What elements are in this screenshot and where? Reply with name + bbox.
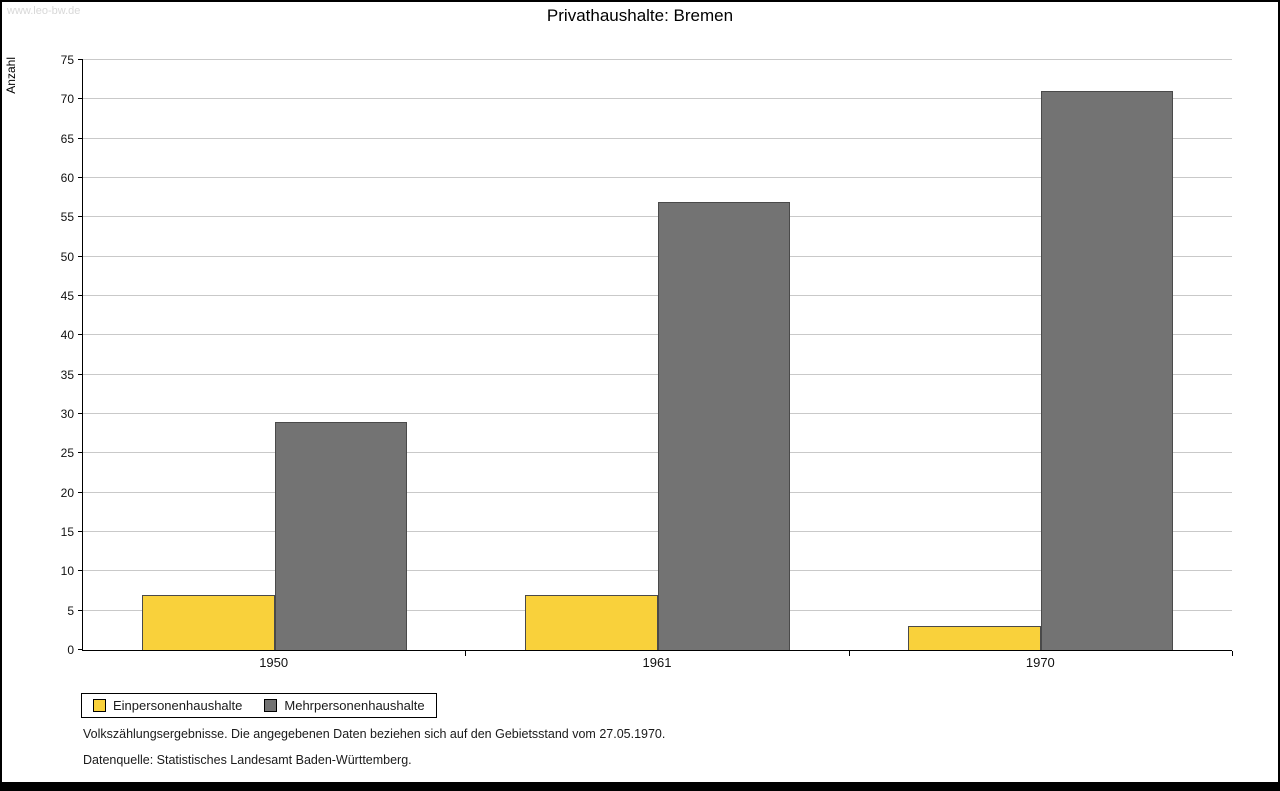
gridline	[83, 177, 1232, 178]
watermark: www.leo-bw.de	[7, 5, 81, 17]
bar-mehrpersonenhaushalte	[657, 201, 791, 650]
x-tick-label: 1950	[259, 655, 289, 670]
gridline	[83, 98, 1232, 100]
legend-item: Mehrpersonenhaushalte	[264, 698, 425, 713]
x-tick-mark	[848, 651, 850, 656]
legend-swatch	[264, 699, 278, 712]
bar-mehrpersonenhaushalte	[1040, 91, 1174, 650]
y-tick-mark	[78, 98, 83, 100]
legend-swatch	[93, 699, 106, 712]
y-tick-label: 40	[60, 328, 74, 343]
y-tick-mark	[78, 609, 83, 611]
x-tick-label: 1961	[642, 655, 672, 670]
y-tick-mark	[78, 531, 83, 532]
bar-group	[466, 60, 849, 650]
y-tick-mark	[78, 177, 83, 178]
y-tick-mark	[78, 649, 83, 650]
footnotes: Volkszählungsergebnisse. Die angegebenen…	[83, 727, 665, 779]
y-tick-mark	[78, 570, 83, 572]
y-tick-mark	[78, 137, 83, 139]
y-tick-label: 60	[60, 171, 74, 185]
bar-einpersonenhaushalte	[141, 594, 275, 650]
gridline	[83, 59, 1232, 60]
y-tick-mark	[78, 452, 83, 454]
y-tick-label: 70	[60, 92, 74, 107]
x-tick-mark	[465, 651, 467, 656]
y-tick-mark	[78, 59, 83, 60]
y-tick-label: 75	[60, 53, 74, 67]
y-tick-label: 15	[60, 525, 74, 539]
y-tick-mark	[78, 413, 83, 414]
bar-einpersonenhaushalte	[907, 626, 1041, 650]
y-tick-mark	[78, 491, 83, 493]
legend-label: Mehrpersonenhaushalte	[284, 698, 425, 713]
y-tick-mark	[78, 255, 83, 257]
y-tick-mark	[78, 373, 83, 375]
chart-title: Privathaushalte: Bremen	[546, 6, 734, 25]
gridline	[83, 137, 1232, 139]
x-axis-labels: 1950 1961 1970	[82, 655, 1232, 670]
footnote-line: Datenquelle: Statistisches Landesamt Bad…	[83, 753, 412, 767]
y-tick-mark	[78, 295, 83, 296]
y-tick-label: 0	[67, 643, 74, 657]
y-tick-label: 25	[60, 446, 74, 461]
y-tick-label: 30	[60, 407, 74, 421]
bar-einpersonenhaushalte	[524, 594, 658, 650]
y-tick-label: 50	[60, 249, 74, 264]
x-tick-mark	[1232, 651, 1233, 656]
bar-mehrpersonenhaushalte	[274, 421, 408, 650]
legend: Einpersonenhaushalte Mehrpersonenhaushal…	[81, 693, 437, 718]
y-tick-mark	[78, 334, 83, 336]
plot-area: 0 5 10 15 20 25 30 35 40 45 50 55 60 65 70 75	[61, 53, 1232, 657]
legend-label: Einpersonenhaushalte	[113, 698, 243, 713]
y-axis-label: Anzahl	[4, 57, 18, 94]
y-tick-label: 65	[60, 131, 74, 146]
footnote-line: Volkszählungsergebnisse. Die angegebenen…	[83, 727, 666, 741]
legend-item: Einpersonenhaushalte	[93, 698, 242, 713]
y-tick-mark	[78, 216, 83, 218]
y-tick-label: 20	[60, 485, 74, 500]
y-tick-label: 55	[60, 210, 74, 225]
x-axis-ticks	[82, 651, 1233, 656]
bar-groups	[83, 60, 1232, 650]
y-tick-label: 5	[67, 603, 74, 618]
bar-group	[83, 60, 466, 650]
x-tick-label: 1970	[1025, 655, 1055, 670]
y-tick-label: 35	[60, 367, 74, 382]
bar-group	[849, 60, 1232, 650]
y-tick-label: 45	[60, 289, 74, 303]
y-tick-label: 10	[60, 564, 74, 579]
